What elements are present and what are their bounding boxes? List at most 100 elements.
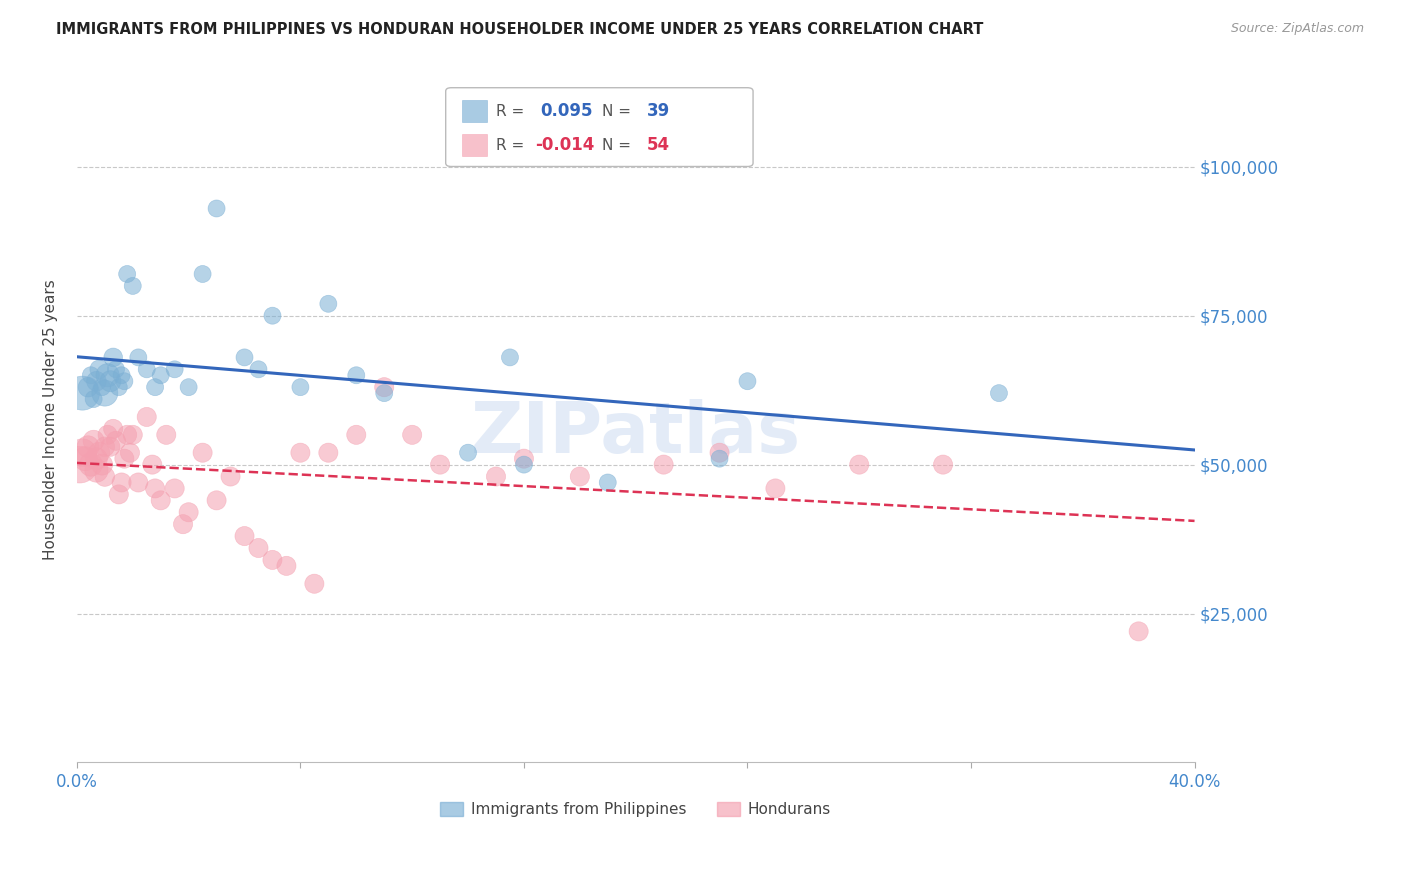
Point <box>107 380 129 394</box>
Text: 0.095: 0.095 <box>541 102 593 120</box>
Point <box>304 576 326 591</box>
Point <box>233 351 256 365</box>
Y-axis label: Householder Income Under 25 years: Householder Income Under 25 years <box>44 279 58 560</box>
Point <box>513 458 536 472</box>
Point <box>344 427 367 442</box>
FancyBboxPatch shape <box>463 135 486 156</box>
Point <box>75 451 97 466</box>
Point <box>86 374 108 388</box>
Point <box>318 297 340 311</box>
Point <box>1128 624 1150 639</box>
Point <box>457 446 479 460</box>
Point <box>262 309 284 323</box>
Point <box>172 517 194 532</box>
Point <box>233 529 256 543</box>
Point <box>72 386 94 401</box>
Text: ZIPatlas: ZIPatlas <box>471 399 801 468</box>
Point <box>205 493 228 508</box>
Point <box>112 374 135 388</box>
Point <box>77 380 100 394</box>
Point <box>987 386 1010 401</box>
Text: IMMIGRANTS FROM PHILIPPINES VS HONDURAN HOUSEHOLDER INCOME UNDER 25 YEARS CORREL: IMMIGRANTS FROM PHILIPPINES VS HONDURAN … <box>56 22 984 37</box>
Point <box>112 451 135 466</box>
Point <box>344 368 367 383</box>
Point <box>191 446 214 460</box>
Point <box>429 458 451 472</box>
Text: R =: R = <box>496 103 529 119</box>
Point <box>135 409 157 424</box>
Point <box>83 392 105 406</box>
Point <box>103 422 125 436</box>
Point <box>97 427 120 442</box>
Point <box>80 458 103 472</box>
Point <box>247 541 270 555</box>
Point <box>262 553 284 567</box>
Point <box>86 464 108 478</box>
Point <box>848 458 870 472</box>
Point <box>737 374 759 388</box>
Point <box>141 458 163 472</box>
Point <box>219 469 242 483</box>
Point <box>143 482 166 496</box>
Point <box>115 267 138 281</box>
Point <box>100 440 122 454</box>
Point <box>77 440 100 454</box>
Point <box>103 351 125 365</box>
Point <box>205 202 228 216</box>
Point <box>177 505 200 519</box>
Point <box>97 368 120 383</box>
Point <box>652 458 675 472</box>
Point <box>596 475 619 490</box>
Point <box>247 362 270 376</box>
Point <box>115 427 138 442</box>
Point <box>568 469 591 483</box>
Point <box>83 434 105 448</box>
Point <box>485 469 508 483</box>
Point <box>149 493 172 508</box>
Point <box>127 475 149 490</box>
Point <box>89 362 111 376</box>
Text: N =: N = <box>602 103 636 119</box>
Point <box>163 362 186 376</box>
FancyBboxPatch shape <box>446 87 754 167</box>
Point <box>121 279 143 293</box>
Point <box>104 362 127 376</box>
Point <box>155 427 177 442</box>
Point <box>100 374 122 388</box>
Point <box>177 380 200 394</box>
Point <box>69 458 91 472</box>
Point <box>72 446 94 460</box>
Point <box>709 451 731 466</box>
Point <box>135 362 157 376</box>
Point <box>709 446 731 460</box>
Point <box>110 368 132 383</box>
Point <box>163 482 186 496</box>
Point <box>94 440 117 454</box>
Point <box>91 380 114 394</box>
Point <box>373 386 395 401</box>
Legend: Immigrants from Philippines, Hondurans: Immigrants from Philippines, Hondurans <box>434 796 837 823</box>
Point <box>318 446 340 460</box>
Point <box>91 458 114 472</box>
Point <box>513 451 536 466</box>
Point <box>107 487 129 501</box>
Point <box>149 368 172 383</box>
Point <box>94 469 117 483</box>
Text: N =: N = <box>602 137 636 153</box>
Point <box>932 458 955 472</box>
Point <box>401 427 423 442</box>
Point <box>373 380 395 394</box>
Point <box>118 446 141 460</box>
FancyBboxPatch shape <box>463 100 486 122</box>
Text: 54: 54 <box>647 136 671 154</box>
Point <box>191 267 214 281</box>
Point <box>765 482 787 496</box>
Text: 39: 39 <box>647 102 671 120</box>
Point <box>104 434 127 448</box>
Point <box>143 380 166 394</box>
Point <box>80 368 103 383</box>
Point <box>86 451 108 466</box>
Point <box>127 351 149 365</box>
Point <box>290 446 312 460</box>
Text: -0.014: -0.014 <box>536 136 595 154</box>
